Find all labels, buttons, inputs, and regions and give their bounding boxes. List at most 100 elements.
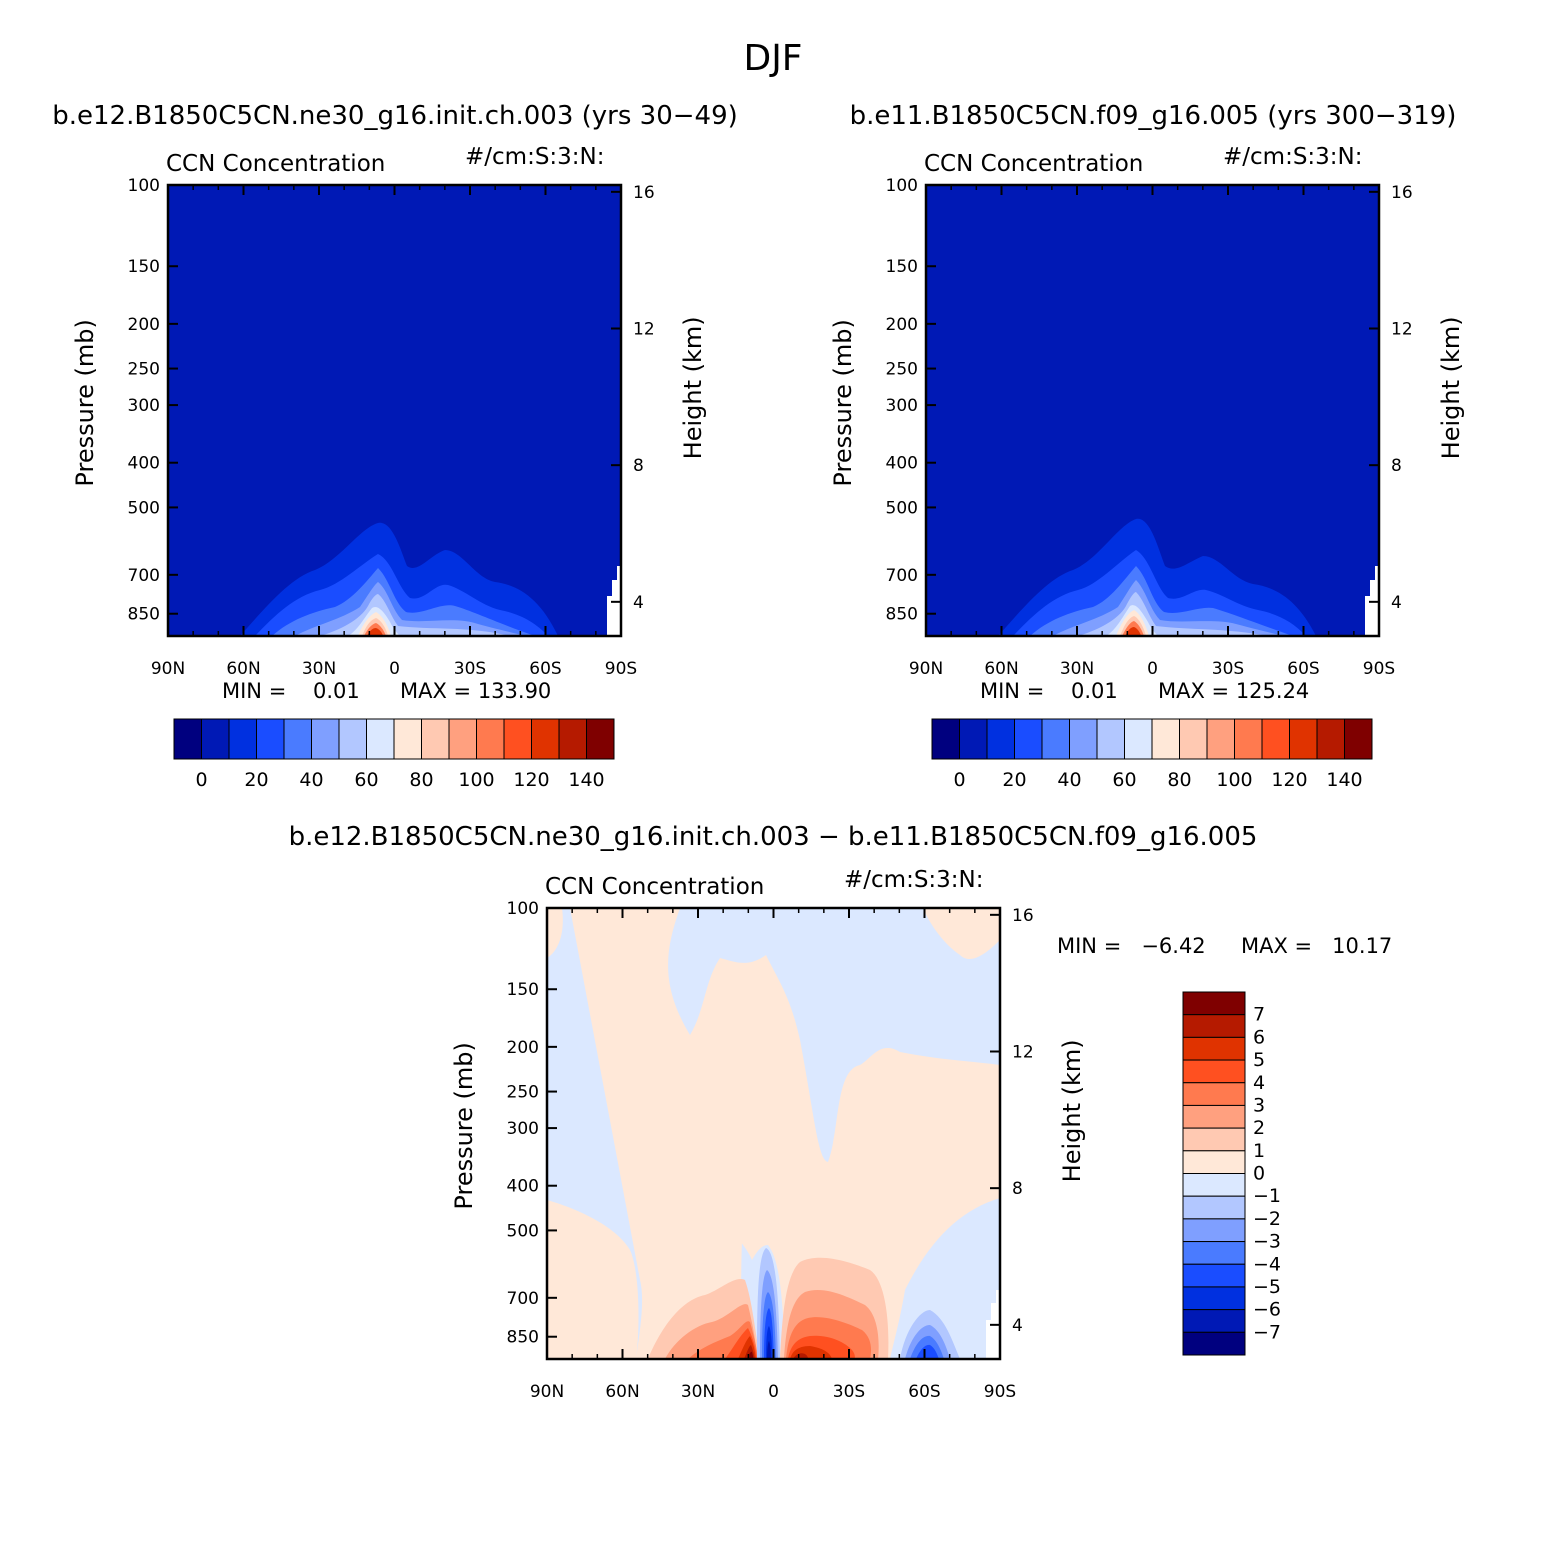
x-tick-label: 0 bbox=[389, 659, 400, 679]
colorbar-label: 4 bbox=[1253, 1072, 1265, 1094]
panel-2-subtitle: b.e11.B1850C5CN.f09_g16.005 (yrs 300−319… bbox=[850, 101, 1457, 131]
panel-3-neg-contour-6 bbox=[767, 1341, 771, 1359]
y-tick-label: 500 bbox=[886, 498, 918, 518]
colorbar-box bbox=[959, 718, 988, 760]
colorbar-box bbox=[1041, 718, 1070, 760]
x-tick-label: 60N bbox=[226, 659, 260, 679]
y-tick-label: 850 bbox=[128, 605, 160, 625]
panel-2-axes: 90N 60N 30N 0 30S 60S 90S 100 150 200 250 300 400 500… bbox=[829, 176, 1465, 679]
colorbar-label: 5 bbox=[1253, 1049, 1265, 1071]
y-tick-label: 400 bbox=[886, 454, 918, 474]
x-tick-label: 60S bbox=[529, 659, 561, 679]
colorbar-box bbox=[986, 718, 1015, 760]
x-tick-label: 30N bbox=[1060, 659, 1094, 679]
colorbar-label: 80 bbox=[409, 769, 433, 791]
panel-1-title-right: #/cm:S:3:N: bbox=[465, 144, 605, 170]
colorbar-box bbox=[1151, 718, 1180, 760]
colorbar-box bbox=[1182, 1059, 1246, 1084]
colorbar-box bbox=[366, 718, 395, 760]
y-tick-label: 200 bbox=[128, 315, 160, 335]
y-axis-label: Pressure (mb) bbox=[450, 1042, 478, 1209]
y-tick-label: 700 bbox=[507, 1289, 539, 1309]
panel-3-title-left: CCN Concentration bbox=[545, 874, 764, 900]
x-tick-label: 60S bbox=[908, 1382, 940, 1402]
panel-1-axes: 90N 60N 30N 0 30S 60S 90S 100 150 200 250 300 400 500… bbox=[71, 176, 707, 679]
x-tick-label: 60N bbox=[605, 1382, 639, 1402]
y2-tick-label: 16 bbox=[1391, 183, 1413, 203]
colorbar-box bbox=[531, 718, 560, 760]
panel-2-title-right: #/cm:S:3:N: bbox=[1223, 144, 1363, 170]
panel-3-title-right: #/cm:S:3:N: bbox=[844, 867, 984, 893]
figure-title: DJF bbox=[743, 38, 802, 79]
y2-tick-label: 12 bbox=[1391, 320, 1413, 340]
colorbar-box bbox=[1182, 1150, 1246, 1174]
x-tick-label: 30S bbox=[1212, 659, 1244, 679]
y2-tick-label: 4 bbox=[1391, 593, 1402, 613]
colorbar-label: −6 bbox=[1253, 1299, 1281, 1321]
colorbar-label: 20 bbox=[1002, 769, 1026, 791]
colorbar-box bbox=[1261, 718, 1290, 760]
colorbar-box bbox=[1289, 718, 1318, 760]
colorbar-box bbox=[311, 718, 340, 760]
colorbar-box bbox=[1182, 1241, 1246, 1265]
colorbar-box bbox=[173, 718, 202, 760]
panel-1-plot-area bbox=[166, 183, 623, 638]
colorbar-box bbox=[1182, 1173, 1246, 1197]
colorbar-label: 140 bbox=[568, 769, 604, 791]
y2-axis-label: Height (km) bbox=[679, 316, 707, 459]
panel-2-colorbar: 0 20 40 60 80 100 120 140 bbox=[931, 718, 1373, 791]
colorbar-label: 40 bbox=[299, 769, 323, 791]
y-tick-label: 150 bbox=[886, 257, 918, 277]
y-tick-label: 150 bbox=[128, 257, 160, 277]
y-tick-label: 300 bbox=[886, 396, 918, 416]
colorbar-label: 80 bbox=[1167, 769, 1191, 791]
colorbar-box bbox=[1316, 718, 1345, 760]
colorbar-box bbox=[1182, 1286, 1246, 1311]
panel-3-positive-region bbox=[547, 908, 1000, 1359]
y-tick-label: 700 bbox=[128, 566, 160, 586]
y2-axis-label: Height (km) bbox=[1437, 316, 1465, 459]
colorbar-label: −7 bbox=[1253, 1321, 1281, 1343]
colorbar-box bbox=[1179, 718, 1208, 760]
colorbar-box bbox=[1124, 718, 1153, 760]
colorbar-box bbox=[1234, 718, 1263, 760]
colorbar-label: 120 bbox=[513, 769, 549, 791]
colorbar-box bbox=[228, 718, 257, 760]
colorbar-label: 3 bbox=[1253, 1094, 1265, 1116]
y2-tick-label: 8 bbox=[1391, 456, 1402, 476]
colorbar-box bbox=[1182, 1104, 1246, 1129]
x-tick-label: 90S bbox=[1363, 659, 1395, 679]
y2-tick-label: 8 bbox=[633, 456, 644, 476]
colorbar-box bbox=[1182, 1331, 1246, 1356]
panel-2-max: MAX = 125.24 bbox=[1158, 679, 1309, 703]
colorbar-label: 140 bbox=[1326, 769, 1362, 791]
colorbar-label: 1 bbox=[1253, 1140, 1265, 1162]
panel-2-contour-120 bbox=[1125, 627, 1141, 636]
y-tick-label: 200 bbox=[507, 1038, 539, 1058]
colorbar-box bbox=[1096, 718, 1125, 760]
x-tick-label: 30N bbox=[302, 659, 336, 679]
x-tick-label: 60N bbox=[984, 659, 1018, 679]
colorbar-box bbox=[1182, 1195, 1246, 1220]
y-tick-label: 100 bbox=[886, 176, 918, 196]
colorbar-label: 0 bbox=[1253, 1163, 1265, 1185]
y-tick-label: 150 bbox=[507, 980, 539, 1000]
colorbar-box bbox=[256, 718, 285, 760]
colorbar-box bbox=[1182, 1218, 1246, 1243]
panel-3: b.e12.B1850C5CN.ne30_g16.init.ch.003 − b… bbox=[289, 822, 1393, 1402]
x-tick-label: 0 bbox=[768, 1382, 779, 1402]
y-tick-label: 400 bbox=[128, 454, 160, 474]
diff-title: b.e12.B1850C5CN.ne30_g16.init.ch.003 − b… bbox=[289, 822, 1258, 852]
colorbar-box bbox=[1182, 1036, 1246, 1061]
colorbar-box bbox=[1182, 1082, 1246, 1106]
panel-3-neg-contour-1 bbox=[757, 1248, 960, 1359]
y-axis-label: Pressure (mb) bbox=[71, 319, 99, 486]
colorbar-box bbox=[1206, 718, 1235, 760]
colorbar-label: 0 bbox=[953, 769, 965, 791]
colorbar-box bbox=[558, 718, 587, 760]
colorbar-box bbox=[1182, 991, 1246, 1016]
x-tick-label: 30S bbox=[833, 1382, 865, 1402]
panel-1: b.e12.B1850C5CN.ne30_g16.init.ch.003 (yr… bbox=[52, 101, 738, 791]
